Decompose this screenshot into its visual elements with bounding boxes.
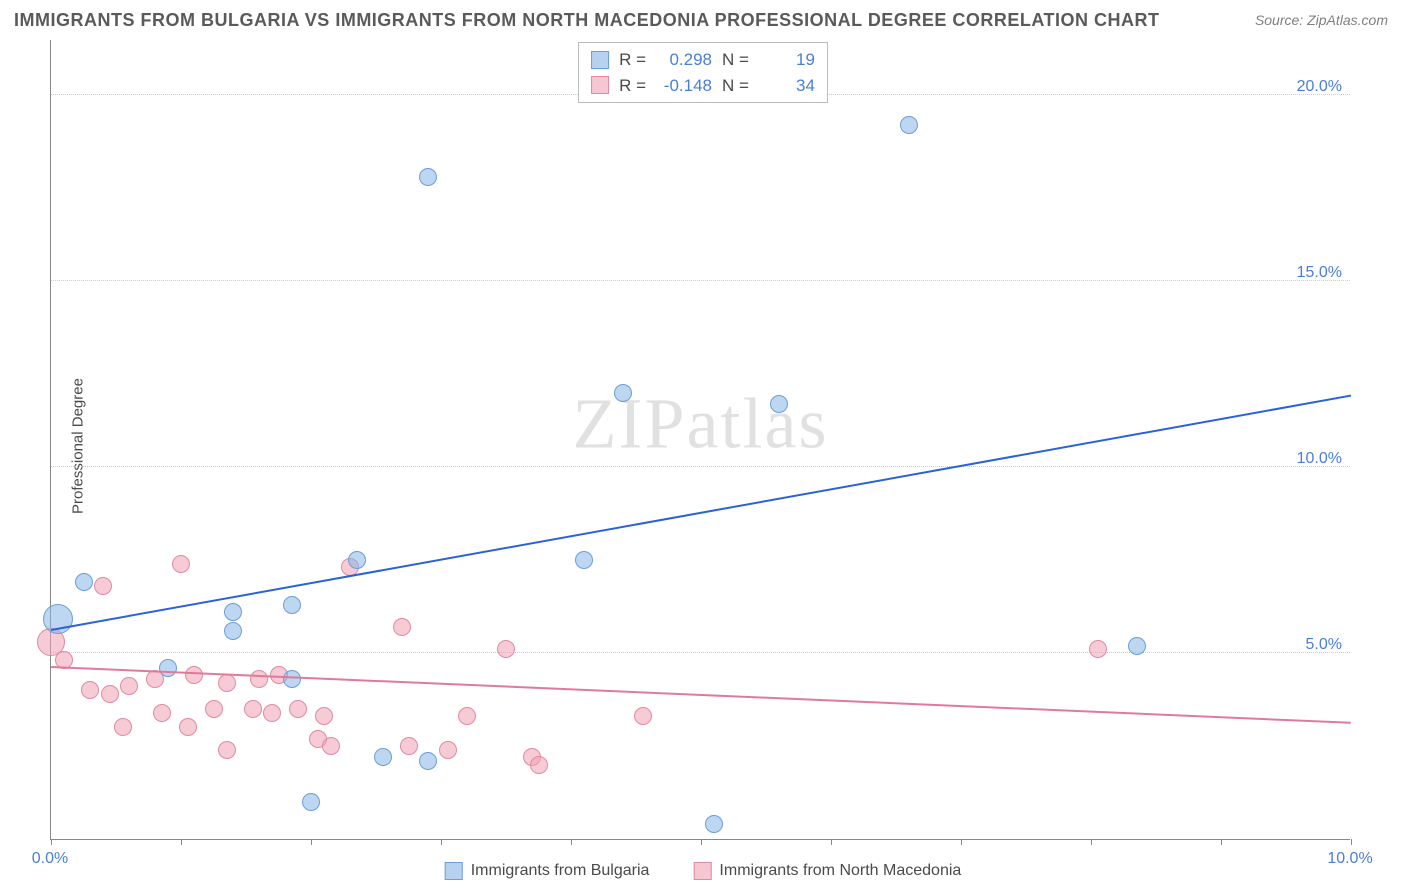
r-label: R =: [619, 47, 646, 73]
series-legend: Immigrants from Bulgaria Immigrants from…: [445, 862, 962, 880]
scatter-point: [101, 685, 119, 703]
scatter-point: [705, 815, 723, 833]
legend-label: Immigrants from Bulgaria: [471, 862, 650, 880]
x-tick: [1091, 839, 1092, 845]
correlation-legend: R = 0.298 N = 19 R = -0.148 N = 34: [578, 42, 828, 103]
n-label: N =: [722, 47, 749, 73]
watermark: ZIPatlas: [573, 382, 829, 465]
y-tick-label: 20.0%: [1297, 78, 1342, 96]
legend-label: Immigrants from North Macedonia: [719, 862, 961, 880]
legend-item-blue: Immigrants from Bulgaria: [445, 862, 650, 880]
scatter-point: [634, 707, 652, 725]
scatter-point: [205, 700, 223, 718]
r-label: R =: [619, 73, 646, 99]
legend-item-pink: Immigrants from North Macedonia: [693, 862, 961, 880]
scatter-point: [1128, 637, 1146, 655]
scatter-point: [302, 793, 320, 811]
legend-row-blue: R = 0.298 N = 19: [591, 47, 815, 73]
x-tick: [311, 839, 312, 845]
scatter-point: [393, 618, 411, 636]
y-tick-label: 5.0%: [1306, 636, 1342, 654]
n-label: N =: [722, 73, 749, 99]
scatter-point: [322, 737, 340, 755]
scatter-point: [114, 718, 132, 736]
legend-swatch-pink: [591, 76, 609, 94]
scatter-point: [218, 741, 236, 759]
scatter-point: [283, 670, 301, 688]
scatter-point: [185, 666, 203, 684]
x-tick: [181, 839, 182, 845]
gridline: [51, 466, 1350, 467]
x-tick: [571, 839, 572, 845]
scatter-point: [374, 748, 392, 766]
scatter-point: [224, 622, 242, 640]
x-tick: [961, 839, 962, 845]
scatter-point: [770, 395, 788, 413]
scatter-point: [75, 573, 93, 591]
scatter-point: [94, 577, 112, 595]
scatter-point: [218, 674, 236, 692]
trendline: [51, 394, 1351, 630]
scatter-point: [43, 604, 73, 634]
x-tick: [831, 839, 832, 845]
scatter-point: [900, 116, 918, 134]
scatter-point: [458, 707, 476, 725]
scatter-point: [439, 741, 457, 759]
scatter-point: [419, 752, 437, 770]
scatter-point: [530, 756, 548, 774]
legend-swatch-pink: [693, 862, 711, 880]
legend-swatch-blue: [591, 51, 609, 69]
scatter-point: [250, 670, 268, 688]
scatter-point: [497, 640, 515, 658]
source-attribution: Source: ZipAtlas.com: [1255, 12, 1388, 28]
scatter-point: [575, 551, 593, 569]
n-value-pink: 34: [759, 73, 815, 99]
x-tick: [1351, 839, 1352, 845]
scatter-point: [224, 603, 242, 621]
scatter-point: [153, 704, 171, 722]
x-tick: [1221, 839, 1222, 845]
x-tick-label: 0.0%: [32, 850, 68, 868]
y-tick-label: 10.0%: [1297, 450, 1342, 468]
y-tick-label: 15.0%: [1297, 264, 1342, 282]
scatter-point: [263, 704, 281, 722]
scatter-point: [179, 718, 197, 736]
scatter-point: [1089, 640, 1107, 658]
scatter-point: [81, 681, 99, 699]
legend-swatch-blue: [445, 862, 463, 880]
scatter-point: [172, 555, 190, 573]
scatter-point: [283, 596, 301, 614]
x-tick: [51, 839, 52, 845]
gridline: [51, 652, 1350, 653]
scatter-point: [289, 700, 307, 718]
chart-title: IMMIGRANTS FROM BULGARIA VS IMMIGRANTS F…: [14, 10, 1159, 31]
scatter-point: [315, 707, 333, 725]
x-tick: [441, 839, 442, 845]
scatter-point: [244, 700, 262, 718]
gridline: [51, 280, 1350, 281]
scatter-point: [348, 551, 366, 569]
r-value-blue: 0.298: [656, 47, 712, 73]
scatter-chart: ZIPatlas 5.0% 10.0% 15.0% 20.0%: [50, 40, 1350, 840]
x-tick: [701, 839, 702, 845]
x-tick-label: 10.0%: [1327, 850, 1372, 868]
legend-row-pink: R = -0.148 N = 34: [591, 73, 815, 99]
scatter-point: [614, 384, 632, 402]
scatter-point: [159, 659, 177, 677]
scatter-point: [419, 168, 437, 186]
r-value-pink: -0.148: [656, 73, 712, 99]
scatter-point: [400, 737, 418, 755]
scatter-point: [120, 677, 138, 695]
n-value-blue: 19: [759, 47, 815, 73]
